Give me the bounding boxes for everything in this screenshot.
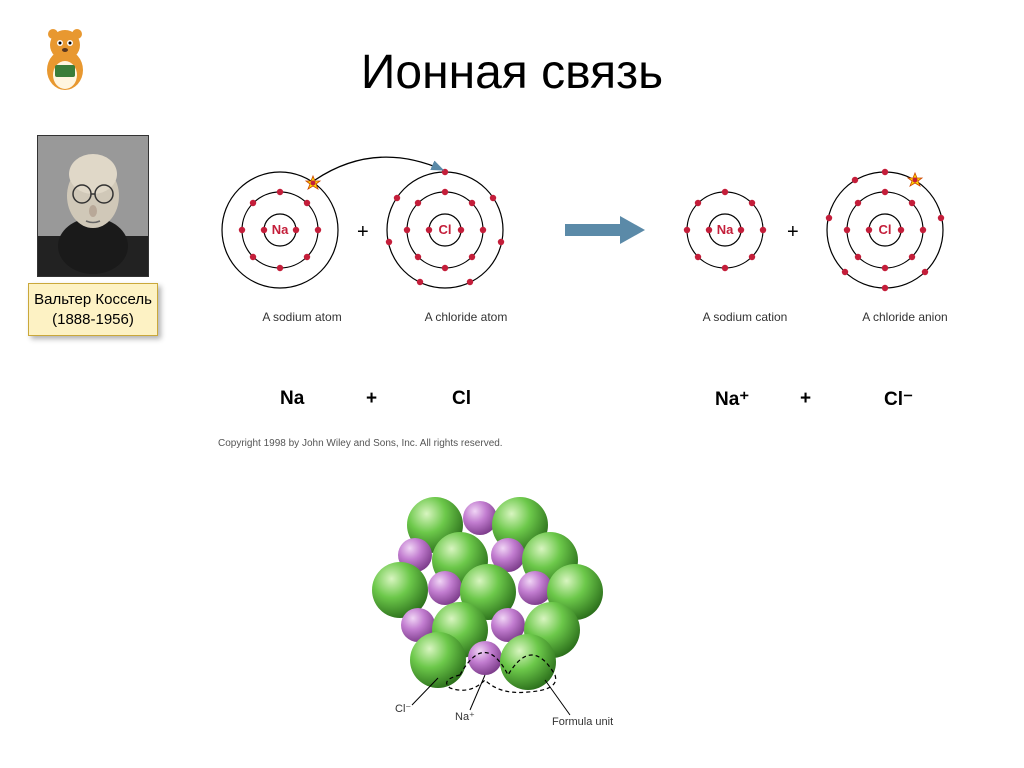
cl-anion: Cl	[826, 169, 944, 291]
portrait-image	[37, 135, 149, 277]
svg-text:+: +	[787, 221, 799, 243]
formula-plus2: +	[800, 388, 811, 410]
svg-text:+: +	[357, 221, 369, 243]
mascot-icon	[35, 20, 95, 95]
portrait-card: Вальтер Коссель (1888-1956)	[28, 135, 158, 336]
na-cation: Na	[684, 189, 766, 271]
na-atom: Na	[222, 172, 338, 288]
portrait-caption: Вальтер Коссель (1888-1956)	[28, 283, 158, 336]
formula-cl-ion: Cl⁻	[884, 388, 913, 411]
caption-name: Вальтер Коссель	[33, 290, 153, 310]
lattice-cl-label: Cl⁻	[395, 702, 411, 715]
cl-anion-label: A chloride anion	[855, 310, 955, 324]
crystal-lattice: Cl⁻ Na⁺ Formula unit	[360, 480, 640, 740]
copyright-text: Copyright 1998 by John Wiley and Sons, I…	[218, 438, 503, 449]
na-cation-label: A sodium cation	[695, 310, 795, 324]
lattice-unit-label: Formula unit	[552, 716, 613, 728]
caption-years: (1888-1956)	[33, 310, 153, 330]
svg-text:Cl: Cl	[879, 222, 892, 237]
formula-na-ion: Na⁺	[715, 388, 749, 411]
svg-text:Na: Na	[717, 222, 734, 237]
formula-cl: Cl	[452, 388, 471, 410]
formula-na: Na	[280, 388, 304, 410]
cl-atom-label: A chloride atom	[416, 310, 516, 324]
formula-plus1: +	[366, 388, 377, 410]
svg-text:Na: Na	[272, 222, 289, 237]
svg-text:Cl: Cl	[439, 222, 452, 237]
slide-title: Ионная связь	[0, 45, 1024, 100]
lattice-na-label: Na⁺	[455, 710, 475, 723]
bohr-diagram-row: Na + Cl Na	[205, 150, 1005, 360]
cl-atom: Cl	[386, 169, 504, 288]
na-atom-label: A sodium atom	[252, 310, 352, 324]
reaction-arrow	[565, 216, 645, 244]
